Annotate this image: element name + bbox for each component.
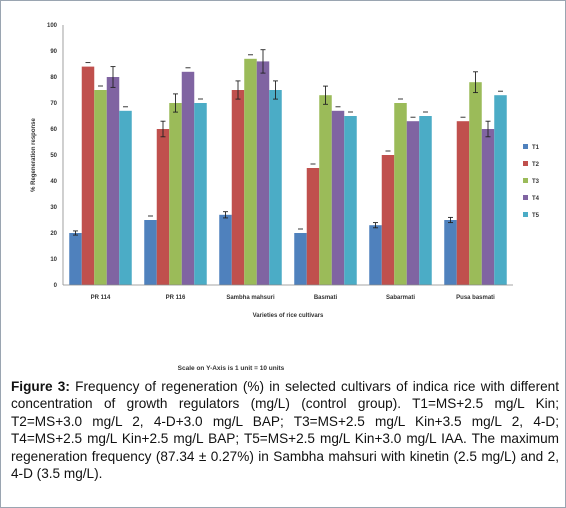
y-tick-label: 90 [50, 49, 57, 55]
bar-t4 [406, 121, 420, 285]
bar-t1 [219, 214, 232, 285]
bar-t4 [481, 129, 495, 285]
y-tick-label: 50 [50, 153, 57, 159]
y-tick-label: 0 [54, 283, 58, 289]
bar-t2 [81, 66, 95, 285]
bar-t1 [294, 233, 307, 285]
bar-t3 [169, 103, 182, 285]
legend-label-t3: T3 [532, 179, 540, 185]
legend: T1 T2 T3 T4 T5 [523, 144, 540, 219]
bar-t3 [394, 103, 407, 285]
bar-t2 [231, 90, 245, 285]
bar-t1 [369, 225, 382, 285]
y-axis-label: % Regeneration response [31, 117, 37, 191]
x-axis-label: Varieties of rice cultivars [253, 313, 324, 319]
bar-t5 [194, 103, 207, 285]
x-category-label: PR 116 [166, 295, 186, 301]
legend-swatch-t4 [523, 195, 528, 200]
bar-t5 [494, 95, 507, 285]
bar-t1 [69, 233, 82, 285]
y-tick-label: 10 [50, 257, 57, 263]
bar-t3 [319, 95, 332, 285]
bar-t4 [181, 71, 195, 285]
legend-swatch-t2 [523, 161, 528, 166]
legend-swatch-t5 [523, 212, 528, 217]
bar-t4 [256, 61, 270, 286]
bar-t5 [119, 110, 132, 285]
legend-swatch-t1 [523, 144, 528, 149]
bar-t3 [469, 82, 482, 285]
bar-t2 [456, 121, 470, 285]
bar-t4 [331, 110, 345, 285]
legend-swatch-t3 [523, 178, 528, 183]
y-tick-label: 70 [50, 101, 57, 107]
bar-t2 [381, 155, 395, 285]
legend-label-t1: T1 [532, 145, 540, 151]
scale-note: Scale on Y-Axis is 1 unit = 10 units [178, 365, 285, 372]
bar-series [69, 49, 507, 286]
y-tick-label: 60 [50, 127, 57, 133]
bar-t1 [144, 220, 157, 285]
x-category-label: PR 114 [91, 295, 111, 301]
bar-t3 [244, 58, 257, 285]
bar-chart: 0 10 20 30 40 50 60 70 80 90 100 PR 114 PR 116 Sambh… [31, 23, 540, 372]
y-axis-ticks: 0 10 20 30 40 50 60 70 80 90 100 [47, 23, 58, 289]
legend-label-t5: T5 [532, 213, 540, 219]
bar-t2 [306, 168, 320, 285]
y-tick-label: 40 [50, 179, 57, 185]
x-category-label: Basmati [314, 295, 338, 301]
y-tick-label: 100 [47, 23, 58, 29]
bar-t5 [269, 90, 282, 285]
bar-t5 [419, 116, 432, 285]
y-tick-label: 30 [50, 205, 57, 211]
bar-t1 [444, 220, 457, 285]
caption-label: Figure 3: [11, 379, 70, 394]
bar-t4 [106, 77, 120, 285]
legend-label-t4: T4 [532, 196, 540, 202]
y-tick-label: 20 [50, 231, 57, 237]
legend-label-t2: T2 [532, 162, 540, 168]
x-category-label: Pusa basmati [456, 295, 495, 301]
figure-caption: Figure 3: Frequency of regeneration (%) … [11, 378, 559, 482]
caption-text: Frequency of regeneration (%) in selecte… [11, 379, 560, 482]
x-category-label: Sabarmati [386, 295, 415, 301]
x-axis-categories: PR 114 PR 116 Sambha mahsuri Basmati Sabarma… [91, 295, 496, 301]
x-category-label: Sambha mahsuri [226, 295, 275, 301]
y-tick-label: 80 [50, 75, 57, 81]
bar-t5 [344, 116, 357, 285]
bar-t3 [94, 90, 107, 285]
bar-t2 [156, 129, 170, 285]
